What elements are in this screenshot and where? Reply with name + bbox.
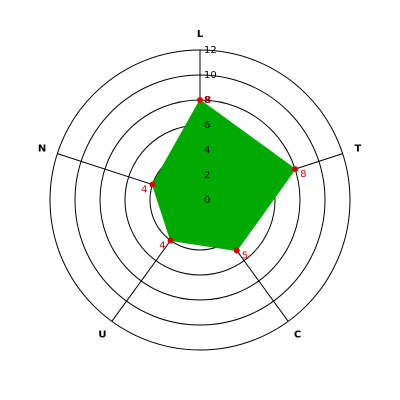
value-label: 4 [159, 240, 165, 251]
radar-area [151, 99, 296, 252]
tick-label: 2 [204, 170, 210, 181]
value-label: 5 [242, 251, 248, 262]
tick-label: 4 [204, 145, 210, 156]
tick-label: 12 [204, 45, 217, 56]
data-point [149, 181, 156, 188]
data-point [167, 237, 174, 244]
axis-label: N [38, 144, 46, 155]
value-label: 8 [300, 169, 306, 180]
data-point [197, 97, 203, 103]
tick-label: 0 [204, 195, 210, 206]
data-point [292, 166, 299, 173]
tick-label: 6 [204, 120, 210, 131]
axis-label: T [354, 144, 361, 155]
axis-label: U [98, 329, 106, 340]
tick-label: 10 [204, 70, 217, 81]
axis-label: L [197, 29, 204, 40]
data-point [233, 247, 240, 254]
value-label: 4 [141, 185, 147, 196]
axis-label: C [294, 329, 301, 340]
value-label: 8 [205, 95, 211, 106]
tick-label: 8 [204, 95, 210, 106]
